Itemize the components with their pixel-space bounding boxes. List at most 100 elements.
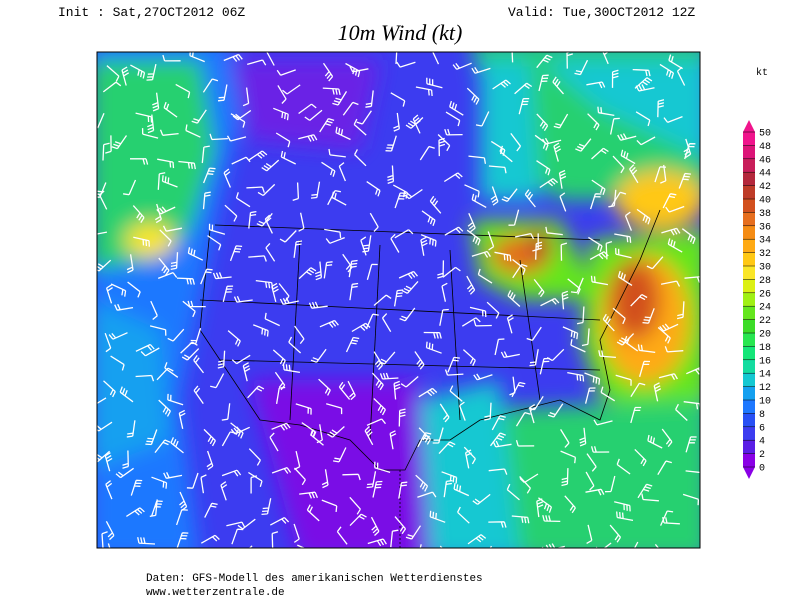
wind-barb xyxy=(288,336,302,354)
wind-barb xyxy=(634,77,653,89)
wind-barb xyxy=(114,303,134,311)
wind-barb xyxy=(439,308,449,326)
colorbar-segment xyxy=(743,145,755,159)
wind-barb xyxy=(659,323,679,332)
wind-barb xyxy=(591,179,606,196)
map xyxy=(97,52,700,565)
wind-barb xyxy=(105,284,113,304)
wind-barb xyxy=(321,499,338,512)
wind-barb xyxy=(163,472,183,479)
colorbar-segment xyxy=(743,413,755,427)
wind-barb xyxy=(328,148,346,158)
wind-barb xyxy=(458,401,466,421)
wind-barb xyxy=(501,549,511,565)
wind-barb xyxy=(444,128,463,136)
wind-barb xyxy=(668,54,683,70)
wind-barb xyxy=(378,351,396,365)
wind-barb xyxy=(97,113,105,129)
wind-barb xyxy=(135,374,155,382)
wind-barb xyxy=(126,420,136,438)
wind-barb xyxy=(130,64,146,79)
wind-barb xyxy=(593,419,613,426)
wind-barb xyxy=(373,294,392,306)
wind-barb xyxy=(156,206,176,215)
wind-barb xyxy=(415,86,433,97)
wind-barb xyxy=(586,453,597,472)
wind-barb xyxy=(461,317,481,327)
wind-barb xyxy=(585,488,605,496)
wind-barb xyxy=(686,367,700,375)
wind-barb xyxy=(612,307,626,325)
wind-barb xyxy=(246,186,265,193)
colorbar-label: 44 xyxy=(759,169,771,180)
wind-barb xyxy=(614,233,632,243)
wind-barb xyxy=(412,114,421,134)
wind-barb xyxy=(417,432,432,448)
wind-barb xyxy=(441,282,448,302)
wind-barb xyxy=(293,523,300,543)
wind-barb xyxy=(180,341,198,354)
wind-barb xyxy=(472,493,491,505)
wind-barb xyxy=(567,371,585,382)
colorbar-label: 24 xyxy=(759,303,771,314)
wind-barb xyxy=(201,145,210,164)
wind-barb xyxy=(332,447,347,463)
wind-barb xyxy=(319,319,339,328)
wind-barb xyxy=(676,66,686,86)
wind-barb xyxy=(152,92,160,112)
wind-barb xyxy=(310,348,327,363)
wind-barb xyxy=(170,252,179,271)
wind-barb xyxy=(469,306,487,318)
wind-barb xyxy=(421,210,436,227)
wind-barb xyxy=(681,228,696,245)
wind-barb xyxy=(490,186,499,206)
wind-barb xyxy=(449,385,463,402)
wind-barb xyxy=(179,491,188,511)
colorbar-segment xyxy=(743,225,755,240)
wind-barb xyxy=(101,531,108,548)
wind-barb xyxy=(111,135,128,150)
wind-barb xyxy=(438,137,446,157)
colorbar-segment xyxy=(743,239,755,253)
wind-barb xyxy=(398,481,408,499)
wind-barb xyxy=(597,106,615,117)
wind-barb xyxy=(342,101,359,116)
wind-barb xyxy=(130,479,143,496)
wind-barb xyxy=(338,381,351,400)
wind-barb xyxy=(636,136,656,146)
wind-barb xyxy=(452,62,472,70)
wind-barb xyxy=(123,179,137,196)
wind-barb xyxy=(314,261,323,281)
wind-barb xyxy=(158,257,170,276)
colorbar-label: 46 xyxy=(759,155,771,166)
wind-barb xyxy=(630,294,648,307)
wind-barb xyxy=(576,306,585,325)
colorbar-label: 38 xyxy=(759,209,771,220)
wind-barb xyxy=(605,240,613,260)
wind-barb xyxy=(159,129,179,136)
wind-barb xyxy=(250,475,258,494)
wind-barb xyxy=(553,142,562,162)
wind-barb xyxy=(401,280,419,294)
wind-barb xyxy=(634,448,647,467)
wind-barb xyxy=(611,191,627,207)
wind-barb xyxy=(394,516,407,535)
wind-barb xyxy=(542,137,562,145)
wind-barb xyxy=(279,230,297,243)
wind-barb xyxy=(567,278,581,295)
wind-barb xyxy=(99,190,108,210)
colorbar-segment xyxy=(743,306,755,320)
wind-barb xyxy=(200,534,220,544)
wind-barb xyxy=(257,183,276,197)
wind-barb xyxy=(624,211,633,231)
wind-barb xyxy=(467,534,487,545)
wind-barb xyxy=(539,357,550,375)
wind-barb xyxy=(588,236,603,252)
colorbar-segment xyxy=(743,359,755,374)
wind-barb xyxy=(515,440,535,447)
wind-barb xyxy=(553,113,569,129)
wind-barb xyxy=(193,385,204,404)
wind-barb xyxy=(620,149,636,165)
wind-barb xyxy=(157,158,175,169)
wind-barb xyxy=(145,429,158,446)
